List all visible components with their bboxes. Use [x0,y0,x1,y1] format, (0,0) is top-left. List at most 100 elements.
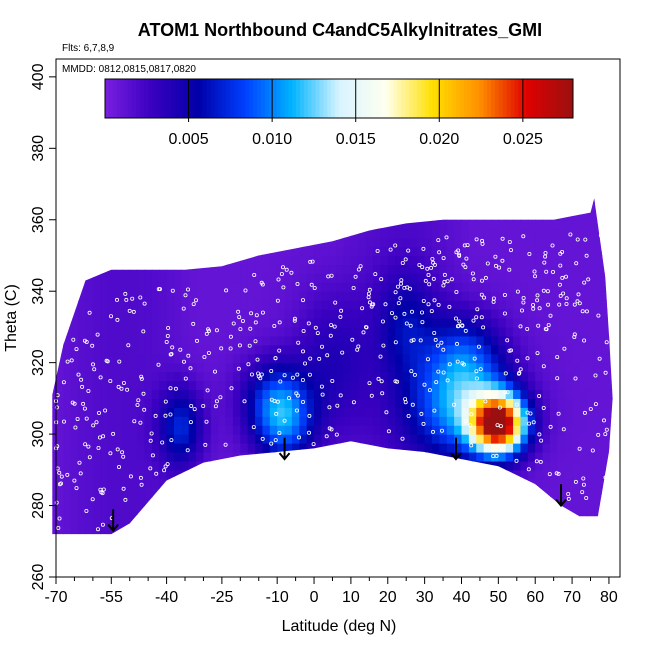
heatmap-cell [594,532,603,535]
heatmap-cell [490,273,499,283]
heatmap-cell [173,255,182,266]
heatmap-cell [520,398,529,408]
y-axis-label: Theta (C) [3,284,20,352]
heatmap-cell [70,416,79,426]
heatmap-cell [189,550,197,560]
heatmap-cell [535,362,544,373]
heatmap-cell [432,198,440,203]
heatmap-cell [122,335,131,346]
heatmap-cell [454,469,463,480]
heatmap-cell [409,416,418,426]
heatmap-cell [608,514,613,525]
observation-point [457,319,462,324]
observation-point [543,250,548,255]
observation-point [92,367,97,372]
heatmap-cell [56,550,64,560]
heatmap-cell [306,264,315,274]
heatmap-cell [167,550,175,560]
heatmap-cell [122,371,131,382]
heatmap-cell [129,282,138,292]
heatmap-cell [336,255,345,266]
heatmap-cell [365,228,374,239]
heatmap-cell [196,184,204,194]
heatmap-cell [247,532,256,535]
heatmap-cell [196,309,205,319]
heatmap-cell [137,389,146,399]
heatmap-cell [299,523,308,533]
heatmap-cell [358,443,367,453]
heatmap-cell [255,514,264,525]
observation-point [166,325,171,330]
heatmap-cell [232,237,241,248]
heatmap-cell [63,198,72,203]
heatmap-cell [557,425,566,435]
observation-point [138,420,143,425]
heatmap-cell [572,523,581,533]
colorbar-segment [452,79,457,118]
heatmap-cell [107,291,116,301]
heatmap-cell [247,228,256,239]
heatmap-cell [549,198,558,203]
heatmap-cell [380,425,389,435]
heatmap-cell [203,291,212,301]
heatmap-cell [306,478,315,489]
heatmap-cell [468,362,477,373]
heatmap-cell [299,532,308,535]
observation-point [185,448,190,453]
heatmap-cell [159,451,168,462]
observation-point [98,375,103,380]
heatmap-cell [247,201,256,212]
heatmap-cell [535,434,544,444]
heatmap-cell [181,273,190,283]
heatmap-cell [299,264,308,274]
observation-point [164,339,169,344]
heatmap-cell [461,273,470,283]
heatmap-cell [78,300,87,310]
heatmap-cell [468,219,477,230]
heatmap-cell [114,273,123,283]
heatmap-cell [306,451,315,462]
heatmap-cell [108,550,116,560]
heatmap-cell [387,371,396,382]
heatmap-cell [240,478,249,489]
heatmap-cell [63,353,72,364]
heatmap-cell [321,434,330,444]
heatmap-cell [557,335,566,346]
heatmap-cell [454,496,463,507]
heatmap-cell [417,335,426,346]
heatmap-cell [439,246,448,257]
heatmap-cell [535,371,544,382]
heatmap-cell [365,353,374,364]
observation-point [427,388,432,393]
heatmap-cell [93,541,101,551]
heatmap-cell [240,228,249,239]
observation-point [350,337,355,342]
heatmap-cell [314,541,322,551]
observation-point [54,500,59,505]
heatmap-cell [299,541,307,551]
observation-point [205,388,210,393]
heatmap-cell [454,371,463,382]
observation-point [483,275,488,280]
heatmap-cell [608,505,613,516]
heatmap-cell [173,282,182,292]
heatmap-cell [439,344,448,355]
heatmap-cell [107,487,116,498]
heatmap-cell [321,184,329,194]
heatmap-cell [483,523,492,533]
heatmap-cell [218,469,227,480]
heatmap-cell [129,389,138,399]
heatmap-cell [85,273,94,283]
heatmap-cell [122,300,131,310]
heatmap-cell [151,505,160,516]
observation-point [206,350,211,355]
observation-point [441,283,446,288]
observation-point [138,295,143,300]
heatmap-cell [336,505,345,516]
heatmap-cell [439,264,448,274]
heatmap-cell [417,300,426,310]
colorbar-segment [467,79,473,118]
heatmap-cell [424,291,433,301]
heatmap-cell [343,505,352,516]
heatmap-cell [144,550,152,560]
